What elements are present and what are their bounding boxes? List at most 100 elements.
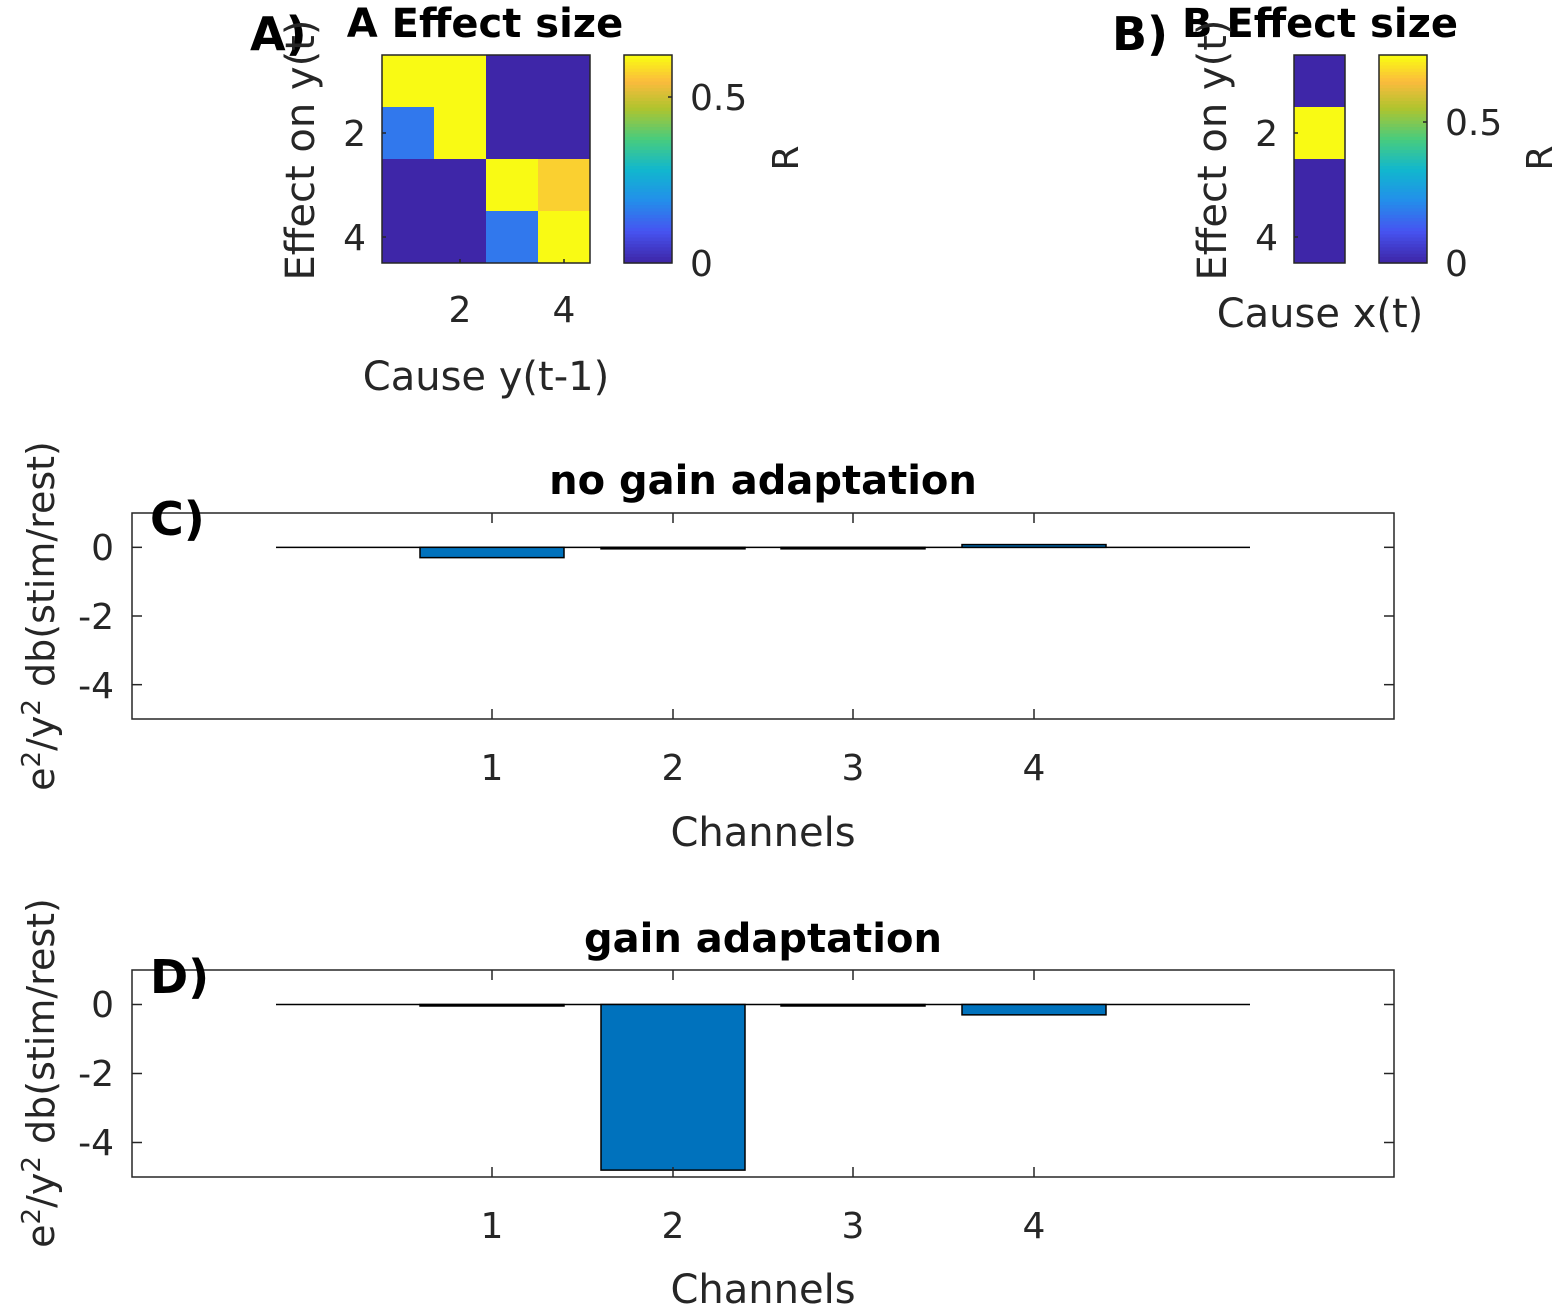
panel-d-xtick-1: 1 xyxy=(481,1206,504,1247)
panel-a-cbar-label: R xyxy=(766,145,807,170)
panel-b-colorbar-swatch xyxy=(1379,227,1427,232)
panel-a-colorbar-swatch xyxy=(624,230,672,235)
panel-a-colorbar-swatch xyxy=(624,116,672,121)
panel-a-colorbar-swatch xyxy=(624,103,672,108)
panel-b-colorbar-swatch xyxy=(1379,181,1427,186)
panel-a-colorbar-swatch xyxy=(624,204,672,209)
panel-b-colorbar-swatch xyxy=(1379,97,1427,102)
panel-a: A) A Effect size 2 4 2 4 Cause y(t-1) Ef… xyxy=(250,1,807,400)
panel-b-colorbar-swatch xyxy=(1379,259,1427,264)
panel-b-colorbar-swatch xyxy=(1379,201,1427,206)
panel-d-bar-3 xyxy=(780,1003,926,1007)
panel-b-colorbar-swatch xyxy=(1379,71,1427,76)
panel-b-cbar-tick-05: 0.5 xyxy=(1445,103,1502,144)
panel-b-ytick-2: 2 xyxy=(1255,114,1278,155)
panel-a-colorbar-swatch xyxy=(624,214,672,219)
panel-b-colorbar-swatch xyxy=(1379,61,1427,66)
panel-a-xtick-4: 4 xyxy=(553,290,576,331)
panel-a-colorbar-swatch xyxy=(624,55,672,59)
panel-a-colorbar-swatch xyxy=(624,81,672,85)
panel-d-ytick-m2: -2 xyxy=(78,1054,114,1095)
panel-a-colorbar-swatch xyxy=(624,165,672,170)
panel-d-title: gain adaptation xyxy=(584,916,942,962)
panel-b-colorbar-swatch xyxy=(1379,172,1427,176)
panel-b-colorbar-swatch xyxy=(1379,123,1427,128)
panel-a-colorbar-swatch xyxy=(624,185,672,189)
panel-a-cell-3-2 xyxy=(434,159,487,212)
panel-b-colorbar-swatch xyxy=(1379,107,1427,111)
panel-b-colorbar-swatch xyxy=(1379,90,1427,95)
panel-b-colorbar-swatch xyxy=(1379,142,1427,147)
panel-c-ticks xyxy=(132,513,1394,719)
panel-a-colorbar-swatch xyxy=(624,240,672,245)
panel-a-ytick-2: 2 xyxy=(343,114,366,155)
panel-a-cell-4-3 xyxy=(486,211,539,264)
panel-a-colorbar-swatch xyxy=(624,68,672,72)
panel-b-colorbar-swatch xyxy=(1379,139,1427,144)
panel-a-cell-3-4 xyxy=(538,159,591,212)
panel-a-colorbar-swatch xyxy=(624,97,672,102)
panel-a-colorbar-swatch xyxy=(624,113,672,118)
panel-b-colorbar-swatch xyxy=(1379,155,1427,160)
panel-a-colorbar-swatch xyxy=(624,100,672,105)
panel-a-axis-ticks xyxy=(382,132,565,263)
panel-b-colorbar-swatch xyxy=(1379,250,1427,254)
panel-b-colorbar-swatch xyxy=(1379,103,1427,108)
panel-b-colorbar-swatch xyxy=(1379,94,1427,98)
panel-a-colorbar-swatch xyxy=(624,123,672,128)
panel-b-colorbar-swatch xyxy=(1379,81,1427,85)
panel-a-colorbar-swatch xyxy=(624,58,672,63)
panel-a-colorbar-swatch xyxy=(624,155,672,160)
panel-a-cell-1-4 xyxy=(538,55,591,108)
panel-a-ylabel: Effect on y(t) xyxy=(278,20,324,281)
panel-a-colorbar-swatch xyxy=(624,224,672,228)
panel-a-cell-3-3 xyxy=(486,159,539,212)
panel-b-colorbar-swatch xyxy=(1379,100,1427,105)
panel-b-colorbar xyxy=(1379,55,1427,264)
panel-a-colorbar-swatch xyxy=(624,237,672,241)
panel-b-colorbar-swatch xyxy=(1379,214,1427,219)
panel-b-title: B Effect size xyxy=(1182,1,1458,47)
panel-b-axis-ticks xyxy=(1294,132,1298,238)
panel-c: no gain adaptation C) 0 -2 -4 1 2 3 4 Ch… xyxy=(17,441,1395,856)
panel-d-xtick-3: 3 xyxy=(842,1206,865,1247)
panel-a-cell-4-1 xyxy=(382,211,435,264)
panel-d-axes-box xyxy=(131,969,1395,1178)
panel-a-colorbar-swatch xyxy=(624,84,672,89)
panel-a-title: A Effect size xyxy=(347,1,623,47)
panel-a-colorbar-swatch xyxy=(624,142,672,147)
panel-a-colorbar-swatch xyxy=(624,253,672,258)
panel-c-axes-box xyxy=(131,512,1395,720)
panel-a-colorbar-swatch xyxy=(624,129,672,134)
panel-a-colorbar-swatch xyxy=(624,243,672,248)
panel-b-colorbar-swatch xyxy=(1379,165,1427,170)
panel-b-colorbar-swatch xyxy=(1379,58,1427,63)
panel-a-colorbar-swatch xyxy=(624,246,672,251)
panel-b-colorbar-swatch xyxy=(1379,217,1427,222)
panel-a-cell-4-2 xyxy=(434,211,487,264)
panel-a-cell-1-1 xyxy=(382,55,435,108)
panel-b-colorbar-swatch xyxy=(1379,175,1427,180)
panel-b-label: B) xyxy=(1112,7,1168,61)
panel-b-colorbar-swatch xyxy=(1379,256,1427,261)
panel-a-colorbar-swatch xyxy=(624,120,672,124)
panel-c-bars xyxy=(276,543,1250,559)
panel-c-xtick-4: 4 xyxy=(1023,748,1046,789)
panel-c-label: C) xyxy=(150,492,205,546)
panel-a-cell-1-2 xyxy=(434,55,487,108)
panel-b-colorbar-swatch xyxy=(1379,116,1427,121)
panel-a-cell-2-1 xyxy=(382,107,435,160)
panel-a-colorbar-swatch xyxy=(624,126,672,131)
panel-a-colorbar-swatch xyxy=(624,181,672,186)
panel-b-colorbar-swatch xyxy=(1379,185,1427,189)
panel-a-cell-2-3 xyxy=(486,107,539,160)
panel-c-ytick-0: 0 xyxy=(91,528,114,569)
panel-a-cbar-tick-0: 0 xyxy=(690,244,713,285)
panel-b-colorbar-box xyxy=(1378,54,1428,264)
panel-a-xtick-2: 2 xyxy=(449,290,472,331)
panel-b-colorbar-swatch xyxy=(1379,136,1427,141)
panel-a-cell-2-2 xyxy=(434,107,487,160)
panel-d-ytick-0: 0 xyxy=(91,985,114,1026)
panel-a-colorbar-swatch xyxy=(624,207,672,212)
